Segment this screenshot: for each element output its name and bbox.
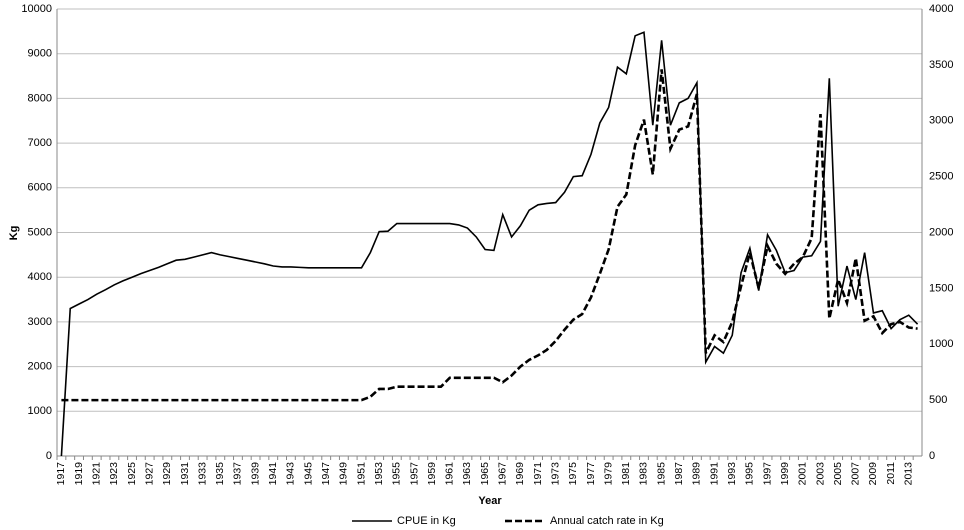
- x-tick-label: 1971: [532, 462, 544, 486]
- x-tick-label: 1965: [479, 462, 491, 486]
- y2-tick-label: 1500: [929, 282, 953, 294]
- x-tick-label: 1943: [285, 462, 297, 486]
- x-tick-label: 2007: [850, 462, 862, 486]
- x-tick-label: 1923: [108, 462, 120, 486]
- y-tick-label: 10000: [21, 3, 52, 15]
- x-tick-label: 1991: [708, 462, 720, 486]
- x-tick-label: 1917: [55, 462, 67, 486]
- x-tick-label: 1935: [214, 462, 226, 486]
- x-tick-label: 1931: [179, 462, 191, 486]
- x-tick-label: 1989: [691, 462, 703, 486]
- x-tick-label: 1973: [549, 462, 561, 486]
- y2-tick-label: 1000: [929, 338, 953, 350]
- y-tick-label: 9000: [28, 48, 52, 60]
- x-tick-label: 1997: [761, 462, 773, 486]
- x-tick-label: 1955: [391, 462, 403, 486]
- x-tick-label: 1949: [338, 462, 350, 486]
- x-tick-label: 1969: [514, 462, 526, 486]
- x-tick-label: 1975: [567, 462, 579, 486]
- x-tick-label: 2011: [885, 462, 897, 485]
- x-tick-label: 1995: [744, 462, 756, 486]
- x-tick-label: 1959: [426, 462, 438, 486]
- y-tick-label: 2000: [28, 361, 52, 373]
- y2-tick-label: 500: [929, 394, 947, 406]
- legend-label: Annual catch rate in Kg: [550, 515, 664, 527]
- x-tick-label: 1953: [373, 462, 385, 486]
- x-axis-label: Year: [478, 495, 502, 507]
- x-tick-label: 1939: [249, 462, 261, 486]
- y2-tick-label: 4000: [929, 3, 953, 15]
- y-tick-label: 5000: [28, 226, 52, 238]
- x-tick-label: 1979: [602, 462, 614, 486]
- x-tick-label: 2005: [832, 462, 844, 486]
- y-tick-label: 4000: [28, 271, 52, 283]
- y2-tick-label: 3000: [929, 115, 953, 127]
- x-tick-label: 1945: [302, 462, 314, 486]
- y-axis-label: Kg: [8, 226, 20, 241]
- x-tick-label: 1929: [161, 462, 173, 486]
- x-tick-label: 1933: [196, 462, 208, 486]
- y2-tick-label: 3500: [929, 59, 953, 71]
- x-tick-label: 1993: [726, 462, 738, 486]
- x-tick-label: 1963: [461, 462, 473, 486]
- x-tick-label: 1937: [232, 462, 244, 486]
- x-tick-label: 1921: [91, 462, 103, 486]
- x-tick-label: 1977: [585, 462, 597, 486]
- y2-tick-label: 0: [929, 450, 935, 462]
- y-tick-label: 0: [46, 450, 52, 462]
- x-tick-label: 1947: [320, 462, 332, 486]
- x-tick-label: 1967: [497, 462, 509, 486]
- x-tick-label: 1941: [267, 462, 279, 486]
- x-tick-label: 2003: [814, 462, 826, 486]
- y2-tick-label: 2000: [929, 226, 953, 238]
- x-tick-label: 1961: [444, 462, 456, 486]
- x-tick-label: 1987: [673, 462, 685, 486]
- x-tick-label: 1981: [620, 462, 632, 486]
- y-tick-label: 3000: [28, 316, 52, 328]
- x-tick-label: 2001: [797, 462, 809, 486]
- x-tick-label: 1925: [126, 462, 138, 486]
- series-line: [60, 31, 919, 457]
- x-tick-label: 1927: [143, 462, 155, 486]
- y-tick-label: 8000: [28, 92, 52, 104]
- y-tick-label: 6000: [28, 182, 52, 194]
- series-line: [61, 69, 918, 402]
- x-tick-label: 2009: [867, 462, 879, 486]
- y2-tick-label: 2500: [929, 171, 953, 183]
- x-tick-label: 1957: [408, 462, 420, 486]
- x-tick-label: 1951: [355, 462, 367, 486]
- x-tick-label: 2013: [903, 462, 915, 486]
- x-tick-label: 1999: [779, 462, 791, 486]
- legend-label: CPUE in Kg: [397, 515, 456, 527]
- x-tick-label: 1919: [73, 462, 85, 486]
- x-tick-label: 1985: [655, 462, 667, 486]
- x-tick-label: 1983: [638, 462, 650, 486]
- y-tick-label: 1000: [28, 405, 52, 417]
- y-tick-label: 7000: [28, 137, 52, 149]
